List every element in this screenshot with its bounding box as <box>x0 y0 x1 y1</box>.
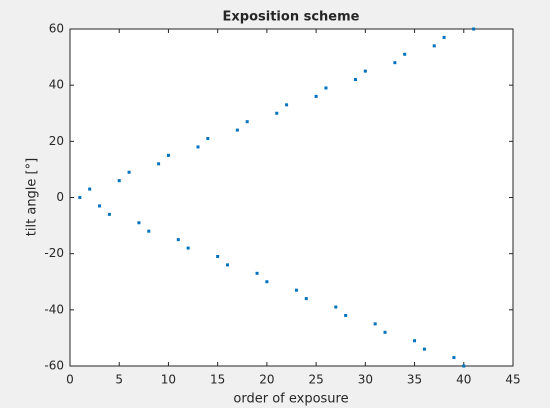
point <box>422 347 426 351</box>
point <box>206 137 210 141</box>
y-tick-label: 0 <box>56 190 64 204</box>
x-axis-label: order of exposure <box>233 392 348 407</box>
point <box>265 280 269 284</box>
point <box>413 339 417 343</box>
point <box>393 61 397 65</box>
point <box>216 254 220 258</box>
point <box>294 288 298 292</box>
point <box>127 170 131 174</box>
point <box>432 44 436 48</box>
x-tick-label: 10 <box>161 373 176 387</box>
point <box>176 238 180 242</box>
point <box>373 322 377 326</box>
point <box>137 221 141 225</box>
point <box>344 313 348 317</box>
point <box>304 297 308 301</box>
y-axis-label: tilt angle [°] <box>25 158 40 236</box>
point <box>147 229 151 233</box>
x-tick-label: 5 <box>115 373 123 387</box>
point <box>98 204 102 208</box>
y-tick-label: -60 <box>44 359 64 373</box>
point <box>117 179 121 183</box>
x-tick-label: 25 <box>308 373 323 387</box>
x-tick-label: 35 <box>407 373 422 387</box>
point <box>107 212 111 216</box>
point <box>275 111 279 115</box>
point <box>88 187 92 191</box>
point <box>285 103 289 107</box>
y-tick-label: 40 <box>49 78 64 92</box>
point <box>314 94 318 98</box>
point <box>226 263 230 267</box>
plot-area <box>69 28 514 367</box>
y-tick-label: 60 <box>49 22 64 36</box>
point <box>78 196 82 199</box>
point <box>235 128 239 132</box>
point <box>186 246 190 250</box>
x-tick-label: 20 <box>259 373 274 387</box>
point <box>462 364 466 368</box>
point <box>245 120 249 124</box>
point <box>324 86 328 90</box>
point <box>166 153 170 157</box>
point <box>442 35 446 39</box>
y-tick-label: 20 <box>49 134 64 148</box>
point <box>363 69 367 73</box>
x-tick-label: 40 <box>456 373 471 387</box>
point <box>196 145 200 149</box>
x-tick-label: 45 <box>505 373 520 387</box>
point <box>383 330 387 334</box>
chart-title: Exposition scheme <box>223 10 360 25</box>
point <box>255 271 259 275</box>
point <box>403 52 407 56</box>
x-tick-label: 0 <box>66 373 74 387</box>
y-tick-label: -40 <box>44 302 64 316</box>
point <box>334 305 338 309</box>
point <box>353 78 357 82</box>
point <box>157 162 161 166</box>
point <box>452 356 456 360</box>
point <box>472 27 476 31</box>
x-tick-label: 15 <box>210 373 225 387</box>
x-tick-label: 30 <box>358 373 373 387</box>
y-tick-label: -20 <box>44 246 64 260</box>
